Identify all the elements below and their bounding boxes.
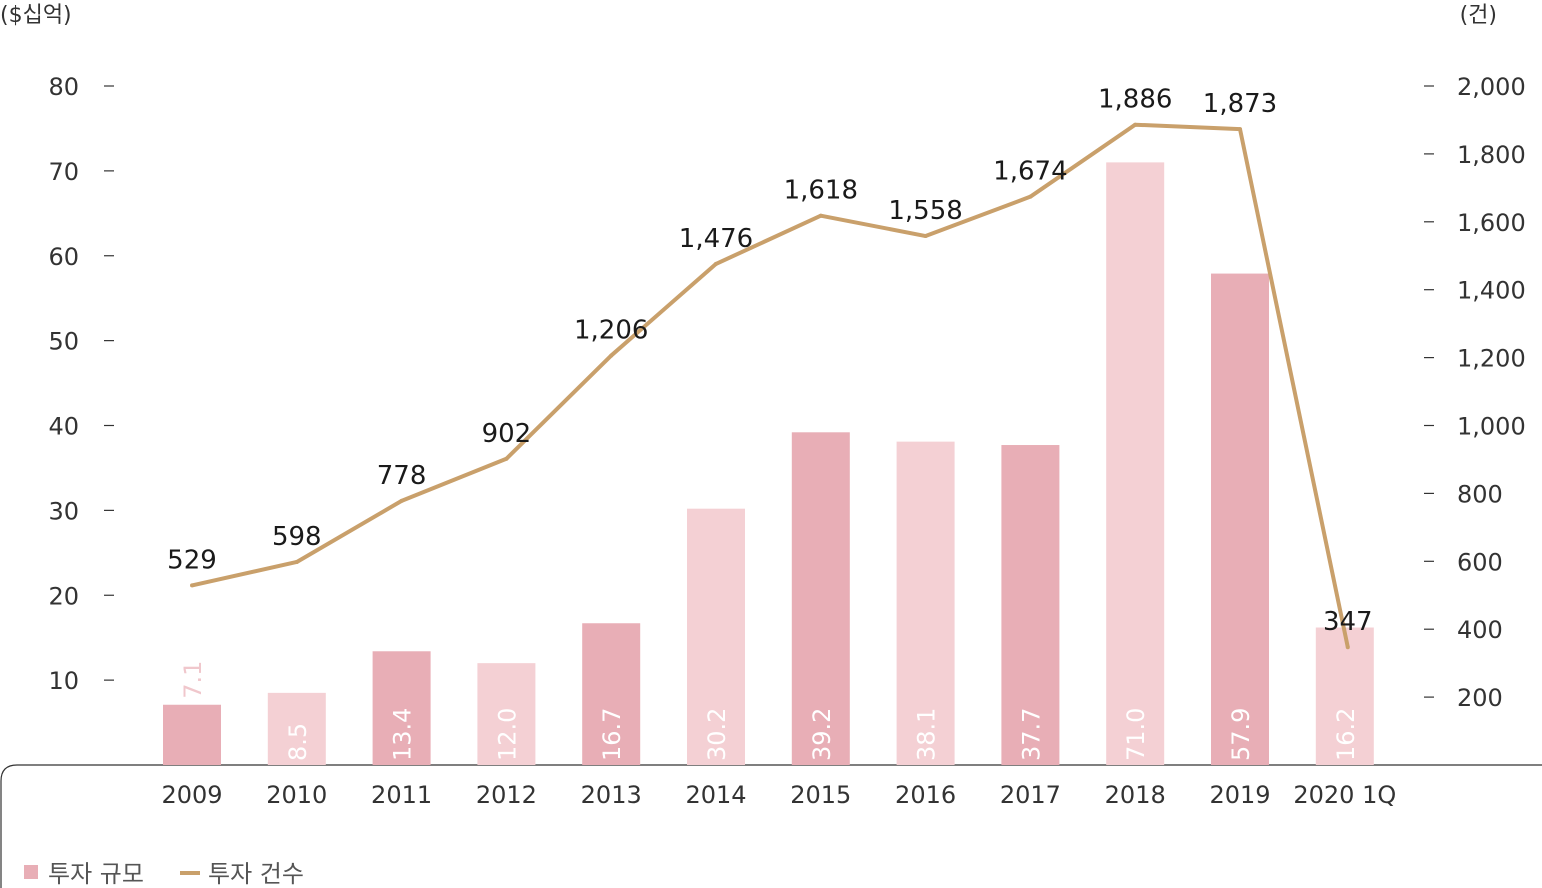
bar bbox=[687, 508, 745, 765]
bar-value-label: 16.7 bbox=[598, 708, 626, 761]
left-axis-tick-label: 20 bbox=[48, 582, 79, 610]
x-axis-tick-label: 2012 bbox=[476, 781, 537, 809]
right-axis-tick-label: 600 bbox=[1457, 548, 1503, 576]
right-axis-tick-label: 1,000 bbox=[1457, 413, 1526, 441]
bar-value-label: 57.9 bbox=[1227, 708, 1255, 761]
line-point bbox=[923, 234, 928, 239]
line-point bbox=[714, 261, 718, 266]
line-value-label: 598 bbox=[272, 522, 322, 552]
bar bbox=[163, 704, 221, 765]
x-axis-tick-label: 2009 bbox=[161, 781, 222, 809]
right-axis-tick-label: 800 bbox=[1457, 480, 1503, 508]
right-axis-tick-label: 1,400 bbox=[1457, 277, 1526, 305]
left-axis-unit: ($십억) bbox=[0, 3, 72, 28]
line-value-label: 347 bbox=[1323, 607, 1373, 637]
bar bbox=[372, 651, 431, 765]
line-value-label: 1,674 bbox=[993, 157, 1067, 187]
bar bbox=[791, 432, 850, 765]
left-axis-tick-label: 50 bbox=[48, 328, 79, 356]
bar-series: 7.1 8.5 13.4 12.0 16.7 30.2 39.2 38.1 37.7 71.0 57… bbox=[163, 162, 1374, 765]
line-path bbox=[191, 122, 1350, 648]
x-axis-baseline bbox=[0, 764, 1542, 888]
line-point bbox=[1238, 127, 1242, 132]
bar bbox=[1106, 162, 1165, 765]
line-point bbox=[399, 498, 404, 503]
left-axis-tick-label: 60 bbox=[48, 243, 79, 271]
right-axis-tick-label: 400 bbox=[1457, 616, 1503, 644]
line-point bbox=[1028, 194, 1033, 199]
x-axis-tick-label: 2010 bbox=[266, 781, 327, 809]
bar bbox=[1001, 445, 1060, 765]
x-axis-tick-label: 2014 bbox=[685, 781, 746, 809]
line-value-label: 1,886 bbox=[1098, 85, 1172, 115]
x-axis-tick-label: 2018 bbox=[1105, 781, 1166, 809]
bar bbox=[582, 623, 641, 765]
bar-value-label: 12.0 bbox=[493, 708, 521, 761]
bar bbox=[477, 663, 536, 765]
bar-value-label: 37.7 bbox=[1017, 708, 1045, 761]
bar-value-label: 39.2 bbox=[808, 708, 836, 761]
line-value-label: 529 bbox=[167, 545, 217, 575]
bar bbox=[896, 441, 955, 765]
legend-label-bar: 투자 규모 bbox=[48, 860, 144, 888]
line-value-label: 1,206 bbox=[574, 316, 648, 346]
legend-swatch-bar bbox=[24, 865, 38, 879]
line-value-label: 1,618 bbox=[784, 176, 858, 206]
legend: 투자 규모 투자 건수 bbox=[24, 860, 304, 888]
bar bbox=[267, 692, 326, 765]
x-axis-tick-label: 2016 bbox=[895, 781, 956, 809]
line-point bbox=[818, 213, 823, 218]
x-axis-tick-label: 2013 bbox=[581, 781, 642, 809]
bar-value-label: 71.0 bbox=[1122, 708, 1150, 761]
bar bbox=[1211, 273, 1269, 765]
x-axis-tick-label: 2020 1Q bbox=[1293, 781, 1396, 809]
x-axis: 2009 2010 2011 2012 2013 2014 2015 2016 2017 2018… bbox=[161, 781, 1396, 809]
line-point bbox=[190, 583, 194, 588]
line-point bbox=[504, 456, 509, 461]
right-axis-tick-label: 1,800 bbox=[1457, 141, 1526, 169]
right-axis: (건) 200 400 600 800 1,000 1,200 1,400 1,600 1,80… bbox=[1424, 3, 1526, 712]
line-value-label: 1,873 bbox=[1203, 89, 1277, 119]
line-series: 529 598 778 902 1,206 1,476 1,618 1,558 1,674 1,8… bbox=[167, 85, 1373, 650]
x-axis-tick-label: 2019 bbox=[1209, 781, 1270, 809]
line-value-label: 778 bbox=[377, 461, 427, 491]
right-axis-tick-label: 1,600 bbox=[1457, 209, 1526, 237]
right-axis-tick-label: 2,000 bbox=[1457, 73, 1526, 101]
line-point bbox=[609, 353, 614, 358]
line-point bbox=[1345, 645, 1350, 650]
left-axis-tick-label: 30 bbox=[48, 497, 79, 525]
right-axis-tick-label: 1,200 bbox=[1457, 345, 1526, 373]
right-axis-tick-label: 200 bbox=[1457, 684, 1503, 712]
x-axis-tick-label: 2017 bbox=[1000, 781, 1061, 809]
bar-value-label: 8.5 bbox=[284, 723, 312, 761]
chart-frame bbox=[0, 764, 1542, 888]
bar-value-label: 16.2 bbox=[1332, 708, 1360, 761]
legend-label-line: 투자 건수 bbox=[208, 860, 304, 888]
left-axis-tick-label: 70 bbox=[48, 158, 79, 186]
x-axis-tick-label: 2011 bbox=[371, 781, 432, 809]
line-value-label: 1,476 bbox=[679, 224, 753, 254]
bar bbox=[1315, 627, 1374, 765]
bar-value-label: 13.4 bbox=[389, 708, 417, 761]
x-axis-tick-label: 2015 bbox=[790, 781, 851, 809]
left-axis-tick-label: 80 bbox=[48, 73, 79, 101]
bar-value-label: 7.1 bbox=[179, 661, 207, 699]
line-point bbox=[294, 559, 299, 564]
line-point bbox=[1133, 122, 1138, 127]
line-value-label: 902 bbox=[482, 419, 532, 449]
line-value-label: 1,558 bbox=[888, 196, 962, 226]
left-axis: ($십억) 10 20 30 40 50 60 70 80 bbox=[0, 3, 114, 695]
bar-value-label: 30.2 bbox=[703, 708, 731, 761]
left-axis-tick-label: 10 bbox=[48, 667, 79, 695]
left-axis-tick-label: 40 bbox=[48, 413, 79, 441]
bar-value-label: 38.1 bbox=[913, 708, 941, 761]
right-axis-unit: (건) bbox=[1460, 3, 1497, 28]
